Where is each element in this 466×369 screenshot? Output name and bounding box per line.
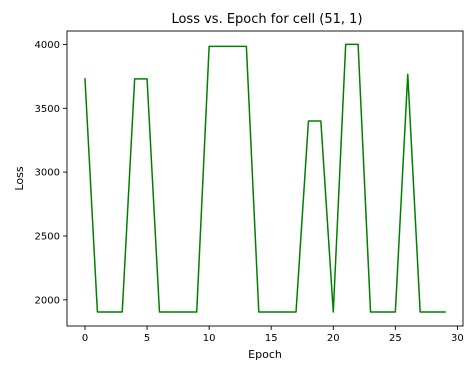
x-tick-label: 0 — [82, 333, 88, 344]
x-axis-label: Epoch — [248, 348, 282, 361]
y-tick-label: 3500 — [35, 104, 60, 115]
x-tick-label: 5 — [144, 333, 150, 344]
plot-area — [67, 31, 463, 326]
x-tick-label: 30 — [451, 333, 464, 344]
chart-title: Loss vs. Epoch for cell (51, 1) — [171, 12, 362, 27]
loss-series-line — [84, 43, 446, 313]
series-group — [84, 43, 446, 313]
plot-frame — [66, 30, 464, 327]
x-tick-label: 10 — [203, 333, 216, 344]
y-axis-label: Loss — [13, 166, 26, 190]
x-tick-label: 20 — [327, 333, 340, 344]
y-tick-label: 2000 — [35, 295, 60, 306]
y-axis: 2000 2500 3000 3500 4000 — [35, 40, 67, 306]
x-tick-label: 25 — [389, 333, 402, 344]
x-tick-label: 15 — [265, 333, 278, 344]
y-tick-label: 3000 — [35, 168, 60, 179]
x-axis: 0 5 10 15 20 25 30 — [82, 326, 464, 344]
y-tick-label: 4000 — [35, 40, 60, 51]
y-tick-label: 2500 — [35, 231, 60, 242]
